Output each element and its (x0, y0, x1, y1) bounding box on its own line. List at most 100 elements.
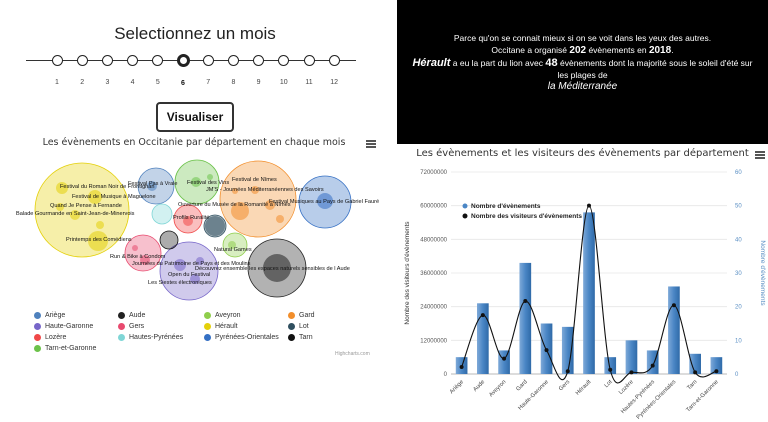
summary-line-1: Parce qu'on se connait mieux si on se vo… (453, 33, 712, 43)
bubble-group[interactable] (159, 241, 219, 301)
month-10[interactable]: 10 (274, 51, 294, 86)
month-dot[interactable] (152, 55, 164, 66)
event-bubble[interactable] (317, 193, 333, 209)
legend-item[interactable]: Aude (118, 310, 204, 320)
bar[interactable] (519, 262, 532, 374)
event-bubble[interactable] (70, 210, 80, 220)
event-bubble[interactable] (174, 259, 186, 271)
event-bubble[interactable] (96, 221, 104, 229)
month-6[interactable]: 6 (173, 51, 193, 87)
bar[interactable] (689, 353, 701, 374)
month-4[interactable]: 4 (123, 51, 143, 86)
bar[interactable] (646, 350, 659, 374)
legend-item[interactable]: Gard (288, 310, 348, 320)
month-8[interactable]: 8 (223, 51, 243, 86)
month-dot[interactable] (202, 55, 214, 66)
legend-item[interactable]: Pyrénées-Orientales (204, 332, 288, 342)
legend-item[interactable]: Haute-Garonne (34, 321, 118, 331)
month-11[interactable]: 11 (299, 51, 319, 86)
legend-item[interactable]: Tarn-et-Garonne (34, 343, 118, 353)
event-bubble[interactable] (263, 254, 291, 282)
legend-bar-label[interactable]: Nombre d'évènements (471, 203, 541, 210)
month-9[interactable]: 9 (249, 51, 269, 86)
bar[interactable] (710, 357, 723, 374)
bar-chart-menu-icon[interactable] (755, 151, 765, 159)
event-bubble[interactable] (191, 177, 201, 187)
event-bubble[interactable] (88, 231, 108, 251)
legend-item[interactable]: Lozère (34, 332, 118, 342)
event-bubble[interactable] (190, 274, 200, 284)
month-dot[interactable] (127, 55, 139, 66)
event-bubble[interactable] (140, 255, 150, 265)
bubble-group[interactable] (159, 230, 179, 250)
line-point[interactable] (671, 303, 676, 308)
bar[interactable] (477, 303, 489, 374)
line-point[interactable] (587, 203, 591, 208)
month-dot[interactable] (176, 54, 190, 67)
month-5[interactable]: 5 (148, 51, 168, 86)
month-3[interactable]: 3 (97, 51, 117, 86)
event-bubble[interactable] (207, 174, 213, 180)
line-point[interactable] (502, 356, 507, 361)
event-bubble[interactable] (232, 188, 238, 194)
event-bubble[interactable] (88, 190, 102, 204)
bar[interactable] (604, 357, 617, 374)
legend-label: Lozère (45, 333, 67, 341)
bar[interactable] (498, 350, 510, 374)
bar[interactable] (668, 286, 680, 374)
month-dot[interactable] (51, 55, 63, 66)
line-point[interactable] (629, 370, 634, 375)
event-bubble[interactable] (132, 245, 138, 251)
bar[interactable] (583, 212, 595, 374)
legend-item[interactable]: Gers (118, 321, 204, 331)
event-bubble[interactable] (196, 257, 204, 265)
event-bubble[interactable] (56, 182, 68, 194)
month-dot[interactable] (328, 55, 340, 66)
legend-item[interactable]: Lot (288, 321, 348, 331)
legend-item[interactable]: Tarn (288, 332, 348, 342)
line-point[interactable] (650, 363, 655, 368)
legend-swatch (288, 333, 295, 341)
event-label: Ouverture du Musée de la Romanité à Nîme… (178, 202, 291, 208)
month-dot[interactable] (227, 55, 239, 66)
event-bubble[interactable] (231, 202, 249, 220)
line-point[interactable] (523, 299, 528, 304)
legend-item[interactable]: Aveyron (204, 310, 288, 320)
event-bubble[interactable] (276, 215, 284, 223)
event-bubble[interactable] (265, 200, 275, 210)
bar[interactable] (625, 340, 638, 374)
event-bubble[interactable] (183, 216, 193, 226)
legend-item[interactable]: Hérault (204, 321, 288, 331)
chart-menu-icon[interactable] (366, 140, 376, 148)
month-2[interactable]: 2 (72, 51, 92, 86)
line-point[interactable] (459, 364, 464, 369)
event-bubble[interactable] (205, 216, 225, 236)
line-point[interactable] (565, 369, 570, 374)
visualize-button[interactable]: Visualiser (156, 102, 234, 132)
legend-line-label[interactable]: Nombre des visiteurs d'évènements (471, 213, 582, 220)
event-bubble[interactable] (56, 203, 64, 211)
month-12[interactable]: 12 (324, 51, 344, 86)
line-point[interactable] (714, 369, 719, 374)
event-bubble[interactable] (251, 186, 259, 194)
line-point[interactable] (544, 348, 549, 353)
month-dot[interactable] (101, 55, 113, 66)
legend-label: Hérault (215, 322, 238, 330)
line-point[interactable] (608, 367, 613, 372)
month-dot[interactable] (303, 55, 315, 66)
bar[interactable] (561, 326, 574, 374)
month-dot[interactable] (76, 55, 88, 66)
bubble-group[interactable] (124, 234, 162, 272)
month-label: 12 (330, 79, 339, 86)
event-bubble[interactable] (228, 241, 236, 249)
legend-item[interactable]: Hautes-Pyrénées (118, 332, 204, 342)
line-point[interactable] (693, 370, 698, 375)
legend-item[interactable]: Ariège (34, 310, 118, 320)
month-dot[interactable] (253, 55, 265, 66)
line-point[interactable] (480, 313, 485, 318)
month-1[interactable]: 1 (47, 51, 67, 86)
bubble-group[interactable] (151, 203, 173, 225)
event-bubble[interactable] (147, 181, 157, 191)
month-7[interactable]: 7 (198, 51, 218, 86)
month-dot[interactable] (278, 55, 290, 66)
